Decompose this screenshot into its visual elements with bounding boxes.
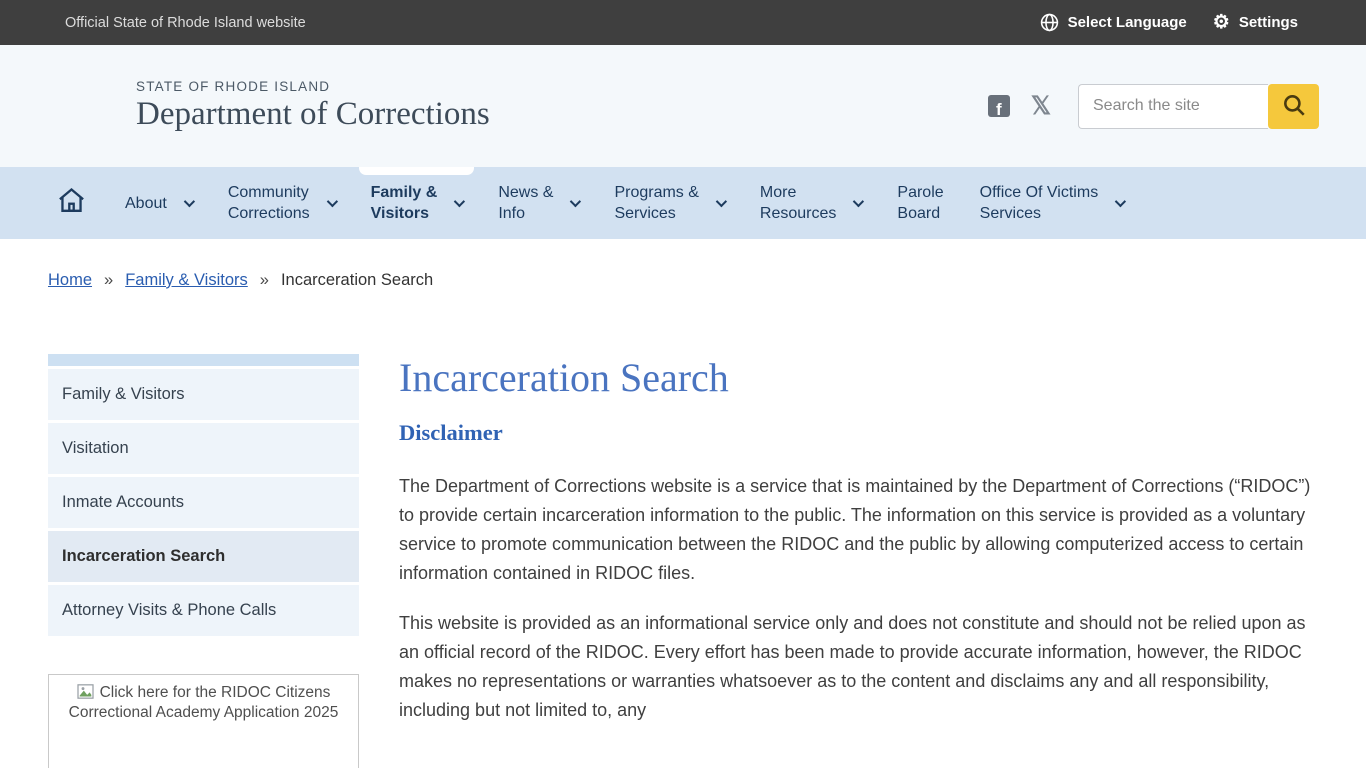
nav-item-about[interactable]: About (107, 167, 210, 239)
sidebar-item-inmate-accounts[interactable]: Inmate Accounts (48, 477, 359, 528)
nav-item-parole-board[interactable]: Parole Board (897, 184, 944, 222)
select-language-label: Select Language (1067, 14, 1187, 31)
chevron-down-icon (1114, 195, 1127, 208)
chevron-down-icon (715, 195, 727, 208)
settings-label: Settings (1238, 14, 1298, 31)
breadcrumb-separator: » (259, 271, 269, 289)
search-icon (1281, 92, 1307, 121)
x-twitter-icon[interactable]: 𝕏 (1030, 93, 1051, 120)
search-button[interactable] (1268, 83, 1319, 129)
sidebar-item-incarceration-search[interactable]: Incarceration Search (48, 531, 359, 582)
page-title: Incarceration Search (399, 355, 729, 400)
breadcrumb-family-visitors-link[interactable]: Family & Visitors (125, 271, 248, 289)
breadcrumb-home-link[interactable]: Home (48, 271, 93, 289)
home-icon (56, 185, 87, 221)
nav-item-programs-services[interactable]: Programs & Services (596, 167, 741, 239)
official-site-notice: Official State of Rhode Island website (65, 14, 306, 31)
disclaimer-paragraph-1: The Department of Corrections website is… (399, 476, 1311, 583)
sidebar-item-visitation[interactable]: Visitation (48, 423, 359, 474)
chevron-down-icon (326, 195, 338, 208)
citizens-academy-promo-link[interactable]: Click here for the RIDOC Citizens Correc… (48, 674, 359, 768)
site-search (1078, 83, 1319, 129)
nav-item-more-resources[interactable]: More Resources (742, 167, 879, 239)
breadcrumb-current: Incarceration Search (280, 271, 434, 289)
chevron-down-icon (183, 195, 195, 208)
chevron-down-icon (853, 195, 865, 208)
settings-button[interactable]: ⚙ Settings (1213, 11, 1298, 34)
breadcrumb-separator: » (104, 271, 114, 289)
section-sidebar: Family & Visitors Visitation Inmate Acco… (48, 354, 359, 768)
search-input[interactable] (1078, 83, 1268, 129)
promo-alt-text: Click here for the RIDOC Citizens Correc… (68, 684, 339, 721)
utility-bar: Official State of Rhode Island website S… (0, 0, 1366, 45)
sidebar-item-family-visitors[interactable]: Family & Visitors (48, 369, 359, 420)
broken-image-icon (76, 684, 94, 704)
sidebar-top-strip (48, 354, 359, 366)
disclaimer-paragraph-2: This website is provided as an informati… (399, 613, 1306, 720)
nav-home-button[interactable] (56, 167, 87, 239)
site-header: STATE OF RHODE ISLAND Department of Corr… (0, 45, 1366, 167)
nav-item-community-corrections[interactable]: Community Corrections (210, 167, 353, 239)
department-name: Department of Corrections (136, 96, 490, 132)
select-language-button[interactable]: Select Language (1040, 13, 1187, 32)
main-article: Incarceration Search Disclaimer The Depa… (399, 354, 1318, 768)
main-navigation: About Community Corrections Family & Vis… (0, 167, 1366, 239)
facebook-icon[interactable]: f (987, 95, 1010, 117)
breadcrumb: Home » Family & Visitors » Incarceration… (48, 271, 1318, 290)
sidebar-item-attorney-visits[interactable]: Attorney Visits & Phone Calls (48, 585, 359, 636)
disclaimer-heading: Disclaimer (399, 420, 503, 445)
nav-item-news-info[interactable]: News & Info (480, 167, 596, 239)
chevron-down-icon (454, 195, 466, 208)
gear-icon: ⚙ (1212, 12, 1230, 33)
state-line: STATE OF RHODE ISLAND (136, 79, 331, 94)
site-logo[interactable]: STATE OF RHODE ISLAND Department of Corr… (136, 79, 490, 133)
nav-item-office-victims-services[interactable]: Office Of Victims Services (962, 167, 1142, 239)
chevron-down-icon (570, 195, 582, 208)
nav-item-family-visitors[interactable]: Family & Visitors (353, 167, 481, 239)
globe-icon (1040, 13, 1059, 32)
